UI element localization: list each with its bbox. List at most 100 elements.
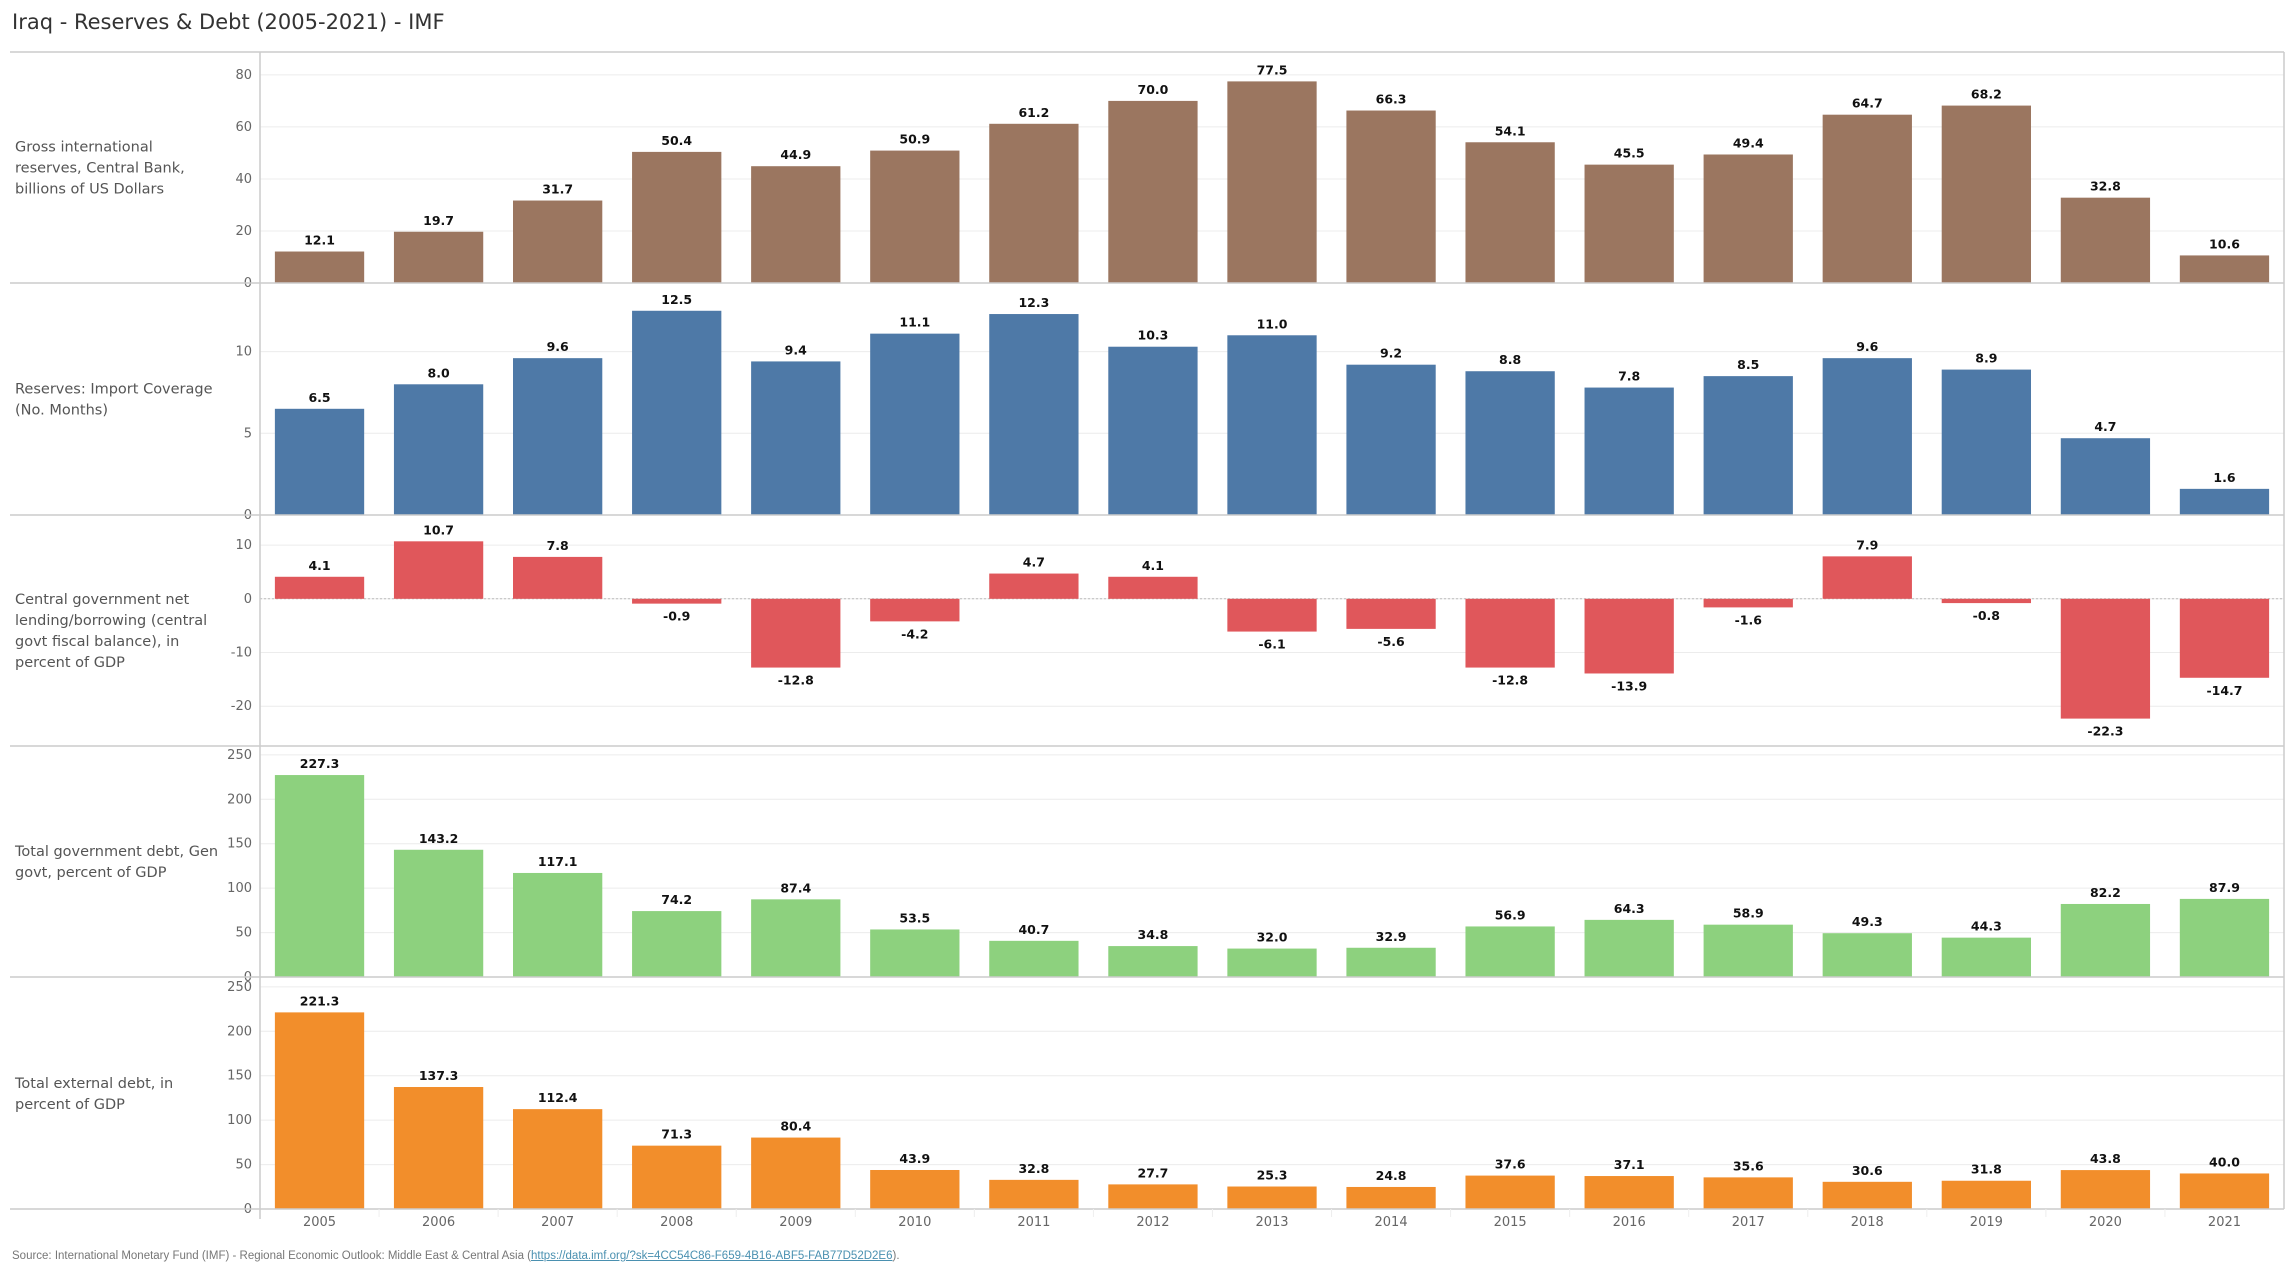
data-label: 87.9 <box>2209 880 2240 895</box>
bar-reserves-2013[interactable] <box>1227 81 1317 284</box>
y-tick-label: 150 <box>227 837 252 852</box>
bar-external_debt-2018[interactable] <box>1822 1181 1912 1209</box>
bar-fiscal_balance-2014[interactable] <box>1346 598 1436 629</box>
bar-govt_debt-2009[interactable] <box>751 899 841 977</box>
bar-reserves-2014[interactable] <box>1346 110 1436 284</box>
bar-fiscal_balance-2005[interactable] <box>274 576 365 599</box>
bar-fiscal_balance-2015[interactable] <box>1465 598 1555 668</box>
bar-import_coverage-2011[interactable] <box>989 314 1079 515</box>
bar-reserves-2012[interactable] <box>1108 100 1198 284</box>
bar-import_coverage-2015[interactable] <box>1465 371 1555 515</box>
row-label: govt fiscal balance), in <box>15 634 179 650</box>
bar-external_debt-2011[interactable] <box>989 1179 1079 1209</box>
bar-govt_debt-2010[interactable] <box>870 929 960 977</box>
bar-import_coverage-2014[interactable] <box>1346 364 1436 515</box>
bar-fiscal_balance-2008[interactable] <box>632 598 722 604</box>
bar-import_coverage-2006[interactable] <box>393 384 484 515</box>
bar-import_coverage-2019[interactable] <box>1941 369 2031 515</box>
bar-external_debt-2013[interactable] <box>1227 1186 1317 1209</box>
data-label: 58.9 <box>1733 906 1764 921</box>
bar-govt_debt-2018[interactable] <box>1822 933 1912 977</box>
bar-import_coverage-2005[interactable] <box>274 408 365 515</box>
source-link[interactable]: https://data.imf.org/?sk=4CC54C86-F659-4… <box>531 1250 893 1262</box>
bar-external_debt-2014[interactable] <box>1346 1186 1436 1209</box>
bar-external_debt-2020[interactable] <box>2060 1170 2151 1209</box>
bar-fiscal_balance-2006[interactable] <box>393 541 484 599</box>
bar-govt_debt-2007[interactable] <box>513 872 603 977</box>
bar-external_debt-2005[interactable] <box>274 1012 365 1209</box>
bar-govt_debt-2014[interactable] <box>1346 947 1436 977</box>
bar-import_coverage-2012[interactable] <box>1108 346 1198 515</box>
bar-reserves-2008[interactable] <box>632 151 722 283</box>
bar-govt_debt-2012[interactable] <box>1108 946 1198 977</box>
bar-govt_debt-2008[interactable] <box>632 911 722 977</box>
data-label: 9.6 <box>1856 339 1878 354</box>
data-label: 32.9 <box>1376 929 1407 944</box>
bar-external_debt-2017[interactable] <box>1703 1177 1793 1209</box>
bar-external_debt-2021[interactable] <box>2179 1173 2270 1209</box>
bar-external_debt-2015[interactable] <box>1465 1175 1555 1209</box>
bar-fiscal_balance-2021[interactable] <box>2179 598 2270 678</box>
bar-fiscal_balance-2009[interactable] <box>751 598 841 668</box>
bar-govt_debt-2019[interactable] <box>1941 937 2031 977</box>
bar-fiscal_balance-2017[interactable] <box>1703 598 1793 608</box>
bar-govt_debt-2013[interactable] <box>1227 948 1317 977</box>
bar-external_debt-2019[interactable] <box>1941 1180 2031 1209</box>
bar-reserves-2020[interactable] <box>2060 197 2151 283</box>
bar-import_coverage-2010[interactable] <box>870 333 960 515</box>
bar-external_debt-2009[interactable] <box>751 1137 841 1209</box>
bar-fiscal_balance-2018[interactable] <box>1822 556 1912 599</box>
bar-fiscal_balance-2013[interactable] <box>1227 598 1317 632</box>
data-label: 74.2 <box>661 892 692 907</box>
bar-import_coverage-2013[interactable] <box>1227 335 1317 515</box>
bar-external_debt-2008[interactable] <box>632 1145 722 1209</box>
bar-reserves-2007[interactable] <box>513 200 603 283</box>
bar-external_debt-2006[interactable] <box>393 1087 484 1209</box>
bar-govt_debt-2006[interactable] <box>393 849 484 977</box>
bar-govt_debt-2015[interactable] <box>1465 926 1555 977</box>
bar-import_coverage-2016[interactable] <box>1584 387 1674 515</box>
data-label: 25.3 <box>1257 1168 1288 1183</box>
bar-import_coverage-2008[interactable] <box>632 310 722 515</box>
bar-external_debt-2012[interactable] <box>1108 1184 1198 1209</box>
bar-govt_debt-2021[interactable] <box>2179 898 2270 977</box>
bar-import_coverage-2018[interactable] <box>1822 358 1912 515</box>
bar-import_coverage-2017[interactable] <box>1703 376 1793 515</box>
bar-govt_debt-2017[interactable] <box>1703 924 1793 977</box>
bar-govt_debt-2020[interactable] <box>2060 903 2151 977</box>
bar-reserves-2016[interactable] <box>1584 164 1674 283</box>
y-tick-label: -10 <box>231 646 252 661</box>
data-label: 64.3 <box>1614 901 1645 916</box>
data-label: 9.6 <box>547 339 569 354</box>
bar-reserves-2017[interactable] <box>1703 154 1793 283</box>
data-label: 112.4 <box>538 1090 578 1105</box>
bar-fiscal_balance-2012[interactable] <box>1108 576 1198 599</box>
bar-fiscal_balance-2007[interactable] <box>513 556 603 599</box>
bar-govt_debt-2005[interactable] <box>274 775 365 977</box>
bar-import_coverage-2020[interactable] <box>2060 438 2151 515</box>
data-label: 37.1 <box>1614 1157 1645 1172</box>
bar-external_debt-2016[interactable] <box>1584 1176 1674 1209</box>
bar-reserves-2009[interactable] <box>751 166 841 283</box>
bar-external_debt-2010[interactable] <box>870 1169 960 1209</box>
bar-fiscal_balance-2011[interactable] <box>989 573 1079 599</box>
bar-reserves-2005[interactable] <box>274 251 365 283</box>
bar-reserves-2006[interactable] <box>393 231 484 283</box>
bar-import_coverage-2021[interactable] <box>2179 488 2270 515</box>
bar-govt_debt-2016[interactable] <box>1584 919 1674 977</box>
bar-reserves-2011[interactable] <box>989 123 1079 283</box>
bar-fiscal_balance-2016[interactable] <box>1584 598 1674 674</box>
bar-reserves-2010[interactable] <box>870 150 960 283</box>
bar-reserves-2019[interactable] <box>1941 105 2031 284</box>
bar-govt_debt-2011[interactable] <box>989 940 1079 977</box>
x-tick-label: 2006 <box>422 1215 455 1230</box>
bar-reserves-2021[interactable] <box>2179 255 2270 283</box>
bar-fiscal_balance-2019[interactable] <box>1941 598 2031 604</box>
bar-fiscal_balance-2010[interactable] <box>870 598 960 622</box>
bar-import_coverage-2007[interactable] <box>513 358 603 515</box>
bar-import_coverage-2009[interactable] <box>751 361 841 515</box>
bar-reserves-2015[interactable] <box>1465 142 1555 283</box>
bar-external_debt-2007[interactable] <box>513 1109 603 1209</box>
bar-reserves-2018[interactable] <box>1822 114 1912 283</box>
bar-fiscal_balance-2020[interactable] <box>2060 598 2151 719</box>
